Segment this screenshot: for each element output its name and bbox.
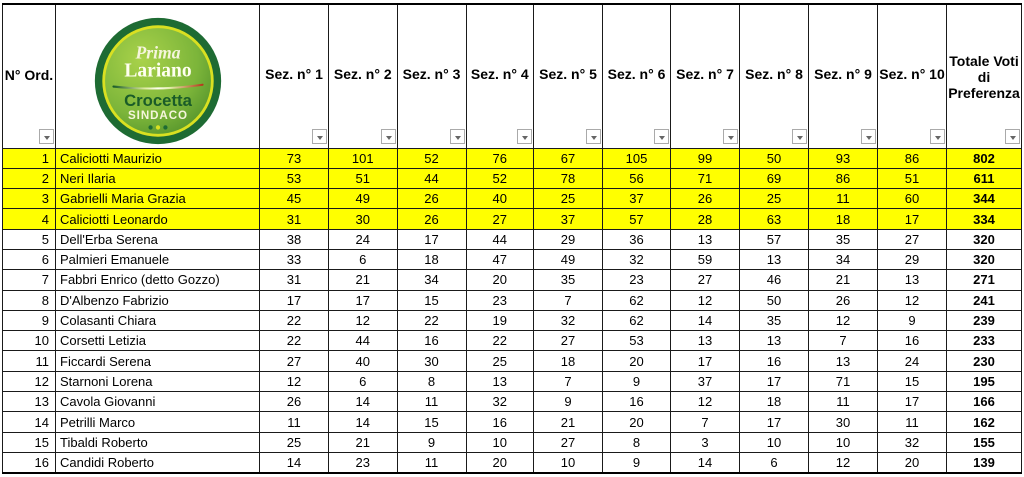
svg-text:Crocetta: Crocetta [124, 91, 192, 110]
svg-text:SINDACO: SINDACO [128, 109, 188, 122]
svg-text:Lariano: Lariano [124, 60, 191, 81]
